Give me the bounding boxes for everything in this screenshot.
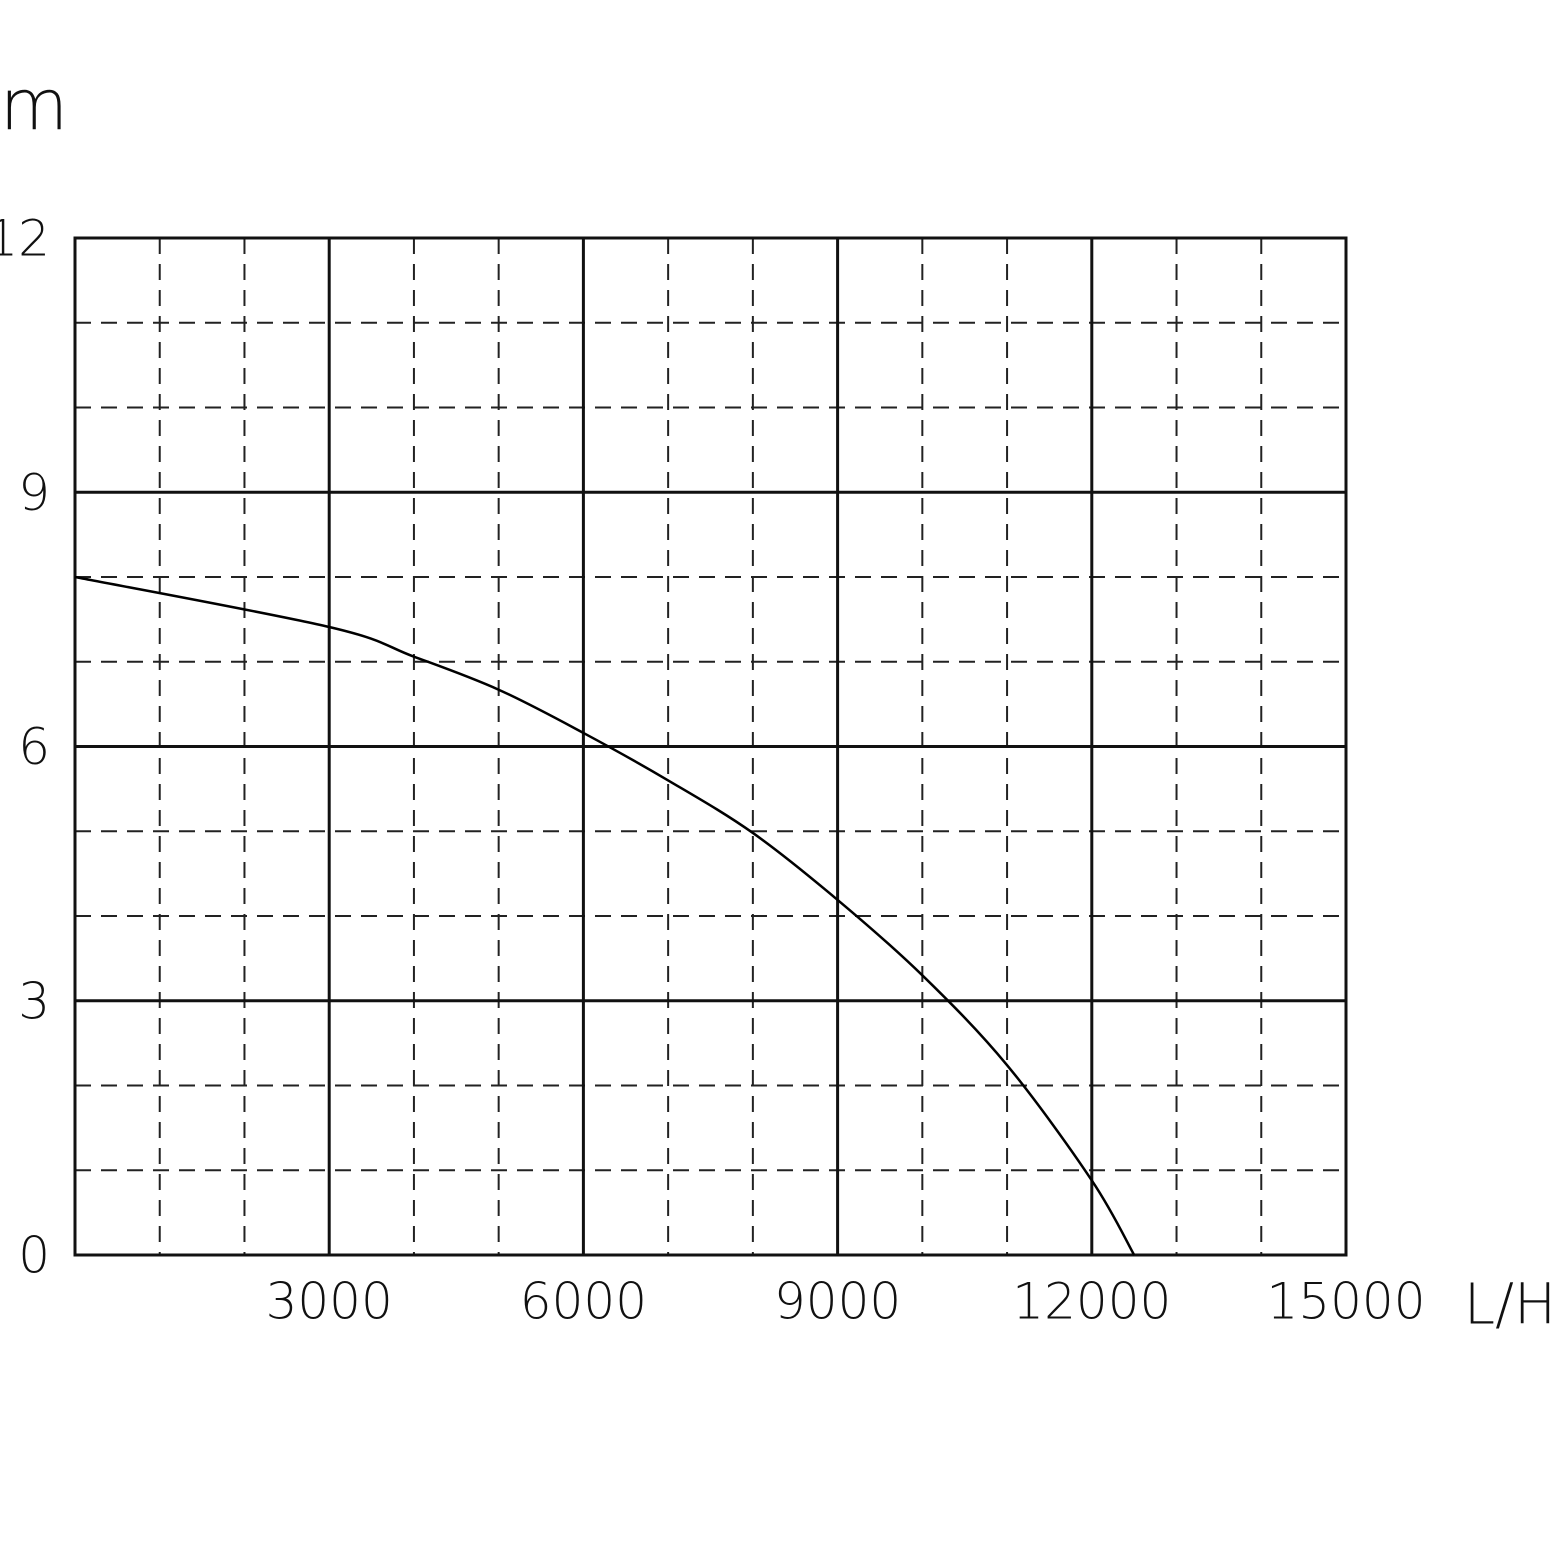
- y-tick-label: 12: [0, 210, 50, 268]
- y-tick-label: 3: [18, 972, 50, 1030]
- x-tick-label: 15000: [1266, 1273, 1425, 1331]
- curve: [74, 575, 1136, 1256]
- x-axis-label: L/H: [1464, 1272, 1556, 1337]
- y-tick-label: 0: [18, 1227, 50, 1285]
- y-axis-label: m: [0, 64, 68, 146]
- plot-frame: [73, 236, 1348, 1257]
- y-tick-label: 6: [18, 718, 50, 776]
- x-tick-label: 6000: [520, 1273, 647, 1331]
- y-tick-label: 9: [18, 464, 50, 522]
- x-tick-label: 3000: [266, 1273, 393, 1331]
- x-tick-label: 12000: [1012, 1273, 1171, 1331]
- x-tick-label: 9000: [774, 1273, 901, 1331]
